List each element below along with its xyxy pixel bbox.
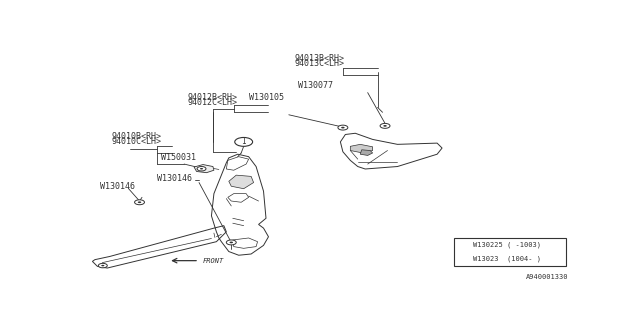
Text: A940001330: A940001330 — [526, 274, 568, 280]
Circle shape — [227, 240, 236, 245]
Text: 94010B<RH>: 94010B<RH> — [111, 132, 161, 141]
Polygon shape — [350, 144, 372, 153]
Text: 1: 1 — [241, 137, 246, 146]
Circle shape — [101, 265, 104, 266]
Polygon shape — [194, 164, 214, 173]
Text: W150031: W150031 — [161, 153, 196, 163]
Circle shape — [380, 124, 390, 128]
Text: 94013C<LH>: 94013C<LH> — [294, 59, 344, 68]
Polygon shape — [229, 175, 253, 189]
Text: 1: 1 — [461, 255, 466, 264]
Circle shape — [138, 201, 141, 203]
Circle shape — [134, 200, 145, 205]
Circle shape — [99, 263, 108, 268]
Text: W130146: W130146 — [100, 182, 135, 191]
Circle shape — [235, 138, 253, 146]
Circle shape — [197, 166, 206, 171]
Text: FRONT: FRONT — [203, 258, 224, 264]
Circle shape — [383, 125, 387, 127]
Text: W130077: W130077 — [298, 81, 333, 90]
Circle shape — [338, 125, 348, 130]
Text: 94012B<RH>: 94012B<RH> — [187, 93, 237, 102]
Circle shape — [341, 127, 344, 128]
Text: 94013B<RH>: 94013B<RH> — [294, 54, 344, 63]
Circle shape — [456, 242, 470, 249]
Text: W13023  (1004- ): W13023 (1004- ) — [474, 256, 541, 262]
Polygon shape — [360, 150, 372, 156]
Text: 94010C<LH>: 94010C<LH> — [111, 137, 161, 146]
Circle shape — [200, 168, 203, 170]
Text: W130105: W130105 — [249, 93, 284, 102]
Circle shape — [456, 256, 470, 263]
Text: 94012C<LH>: 94012C<LH> — [187, 98, 237, 107]
Text: W130146: W130146 — [157, 174, 192, 183]
Text: 1: 1 — [461, 241, 466, 250]
Bar — [454, 238, 566, 266]
Text: W130225 ( -1003): W130225 ( -1003) — [474, 242, 541, 248]
Circle shape — [230, 242, 233, 243]
